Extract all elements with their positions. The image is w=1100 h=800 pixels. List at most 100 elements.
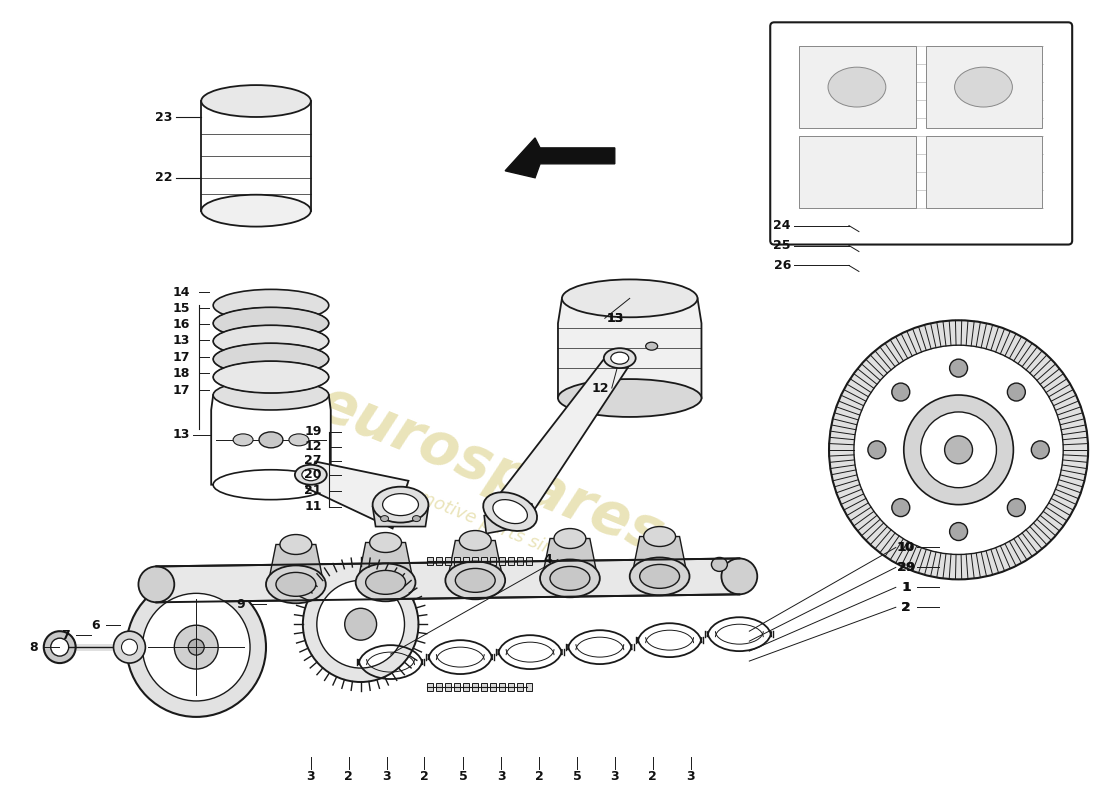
Ellipse shape xyxy=(201,194,311,226)
Text: 1: 1 xyxy=(901,581,910,594)
Text: 3: 3 xyxy=(497,770,506,783)
Bar xyxy=(428,683,433,691)
Polygon shape xyxy=(505,138,615,178)
Ellipse shape xyxy=(213,326,329,357)
Text: 13: 13 xyxy=(606,312,624,325)
Ellipse shape xyxy=(640,565,680,588)
Text: 25: 25 xyxy=(773,239,791,252)
Ellipse shape xyxy=(233,434,253,446)
Ellipse shape xyxy=(955,67,1012,107)
Ellipse shape xyxy=(554,529,586,549)
Ellipse shape xyxy=(854,345,1064,554)
Text: 14: 14 xyxy=(173,286,190,299)
Bar xyxy=(472,683,478,691)
Bar xyxy=(799,136,915,208)
Text: 17: 17 xyxy=(173,383,190,397)
Text: 22: 22 xyxy=(155,171,172,184)
Text: 1: 1 xyxy=(902,581,911,594)
Text: 3: 3 xyxy=(383,770,390,783)
Text: eurospares: eurospares xyxy=(308,374,672,566)
Text: 2: 2 xyxy=(344,770,353,783)
Ellipse shape xyxy=(44,631,76,663)
FancyBboxPatch shape xyxy=(770,22,1072,245)
Polygon shape xyxy=(558,298,702,398)
Ellipse shape xyxy=(829,320,1088,579)
Bar xyxy=(446,683,451,691)
Text: 23: 23 xyxy=(155,111,172,124)
Ellipse shape xyxy=(373,486,428,522)
Text: 10: 10 xyxy=(896,541,914,554)
Text: 18: 18 xyxy=(173,366,190,379)
Bar xyxy=(517,683,524,691)
Ellipse shape xyxy=(381,515,388,522)
Bar xyxy=(926,46,1043,128)
Bar xyxy=(517,558,524,566)
Ellipse shape xyxy=(483,492,537,531)
Ellipse shape xyxy=(722,558,757,594)
Bar xyxy=(428,558,433,566)
Ellipse shape xyxy=(126,578,266,717)
Ellipse shape xyxy=(213,380,329,410)
Ellipse shape xyxy=(213,307,329,339)
Ellipse shape xyxy=(921,412,997,488)
Bar xyxy=(472,558,478,566)
Bar xyxy=(508,683,514,691)
Text: 27: 27 xyxy=(304,454,321,467)
Ellipse shape xyxy=(213,470,329,500)
Polygon shape xyxy=(307,462,408,529)
Text: 19: 19 xyxy=(304,426,321,438)
Ellipse shape xyxy=(213,343,329,375)
Text: 20: 20 xyxy=(304,468,321,482)
Text: 3: 3 xyxy=(686,770,695,783)
Text: 3: 3 xyxy=(610,770,619,783)
Text: 29: 29 xyxy=(898,561,915,574)
Ellipse shape xyxy=(174,626,218,669)
Text: 3: 3 xyxy=(307,770,315,783)
Ellipse shape xyxy=(121,639,138,655)
Text: automotive parts since 1985: automotive parts since 1985 xyxy=(377,473,624,586)
Ellipse shape xyxy=(412,515,420,522)
Text: 9: 9 xyxy=(236,598,245,610)
Bar xyxy=(454,558,460,566)
Polygon shape xyxy=(156,558,739,602)
Polygon shape xyxy=(268,545,323,584)
Text: 29: 29 xyxy=(898,561,914,574)
Bar xyxy=(463,683,470,691)
Text: 12: 12 xyxy=(591,382,608,394)
Ellipse shape xyxy=(258,432,283,448)
Ellipse shape xyxy=(558,379,702,417)
Ellipse shape xyxy=(317,580,405,668)
Ellipse shape xyxy=(355,563,416,602)
Bar xyxy=(491,558,496,566)
Bar xyxy=(499,558,505,566)
Ellipse shape xyxy=(446,562,505,599)
Ellipse shape xyxy=(142,594,250,701)
Text: 26: 26 xyxy=(773,259,791,272)
Ellipse shape xyxy=(868,441,886,458)
Text: 4: 4 xyxy=(543,553,552,566)
Text: 15: 15 xyxy=(173,302,190,315)
Ellipse shape xyxy=(904,395,1013,505)
Ellipse shape xyxy=(629,558,690,595)
Text: 8: 8 xyxy=(30,641,38,654)
Ellipse shape xyxy=(646,342,658,350)
Text: 13: 13 xyxy=(606,312,624,325)
Ellipse shape xyxy=(266,566,326,603)
Text: 17: 17 xyxy=(173,350,190,364)
Bar xyxy=(499,683,505,691)
Ellipse shape xyxy=(139,566,174,602)
Polygon shape xyxy=(211,395,331,485)
Ellipse shape xyxy=(279,534,311,554)
Polygon shape xyxy=(373,506,428,526)
Ellipse shape xyxy=(460,530,492,550)
Ellipse shape xyxy=(540,559,600,598)
Ellipse shape xyxy=(945,436,972,464)
Ellipse shape xyxy=(644,526,675,546)
Ellipse shape xyxy=(610,352,629,364)
Text: 12: 12 xyxy=(304,440,321,454)
Text: 7: 7 xyxy=(62,629,70,642)
Bar xyxy=(526,558,532,566)
Ellipse shape xyxy=(201,85,311,117)
Ellipse shape xyxy=(365,570,406,594)
Text: 13: 13 xyxy=(173,428,190,442)
